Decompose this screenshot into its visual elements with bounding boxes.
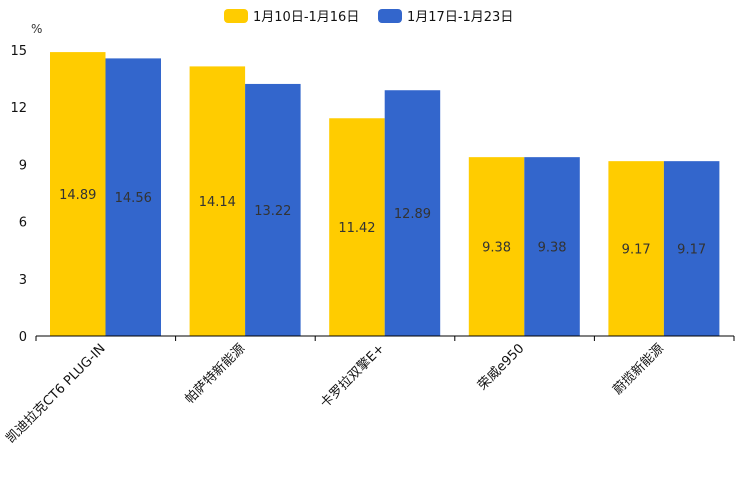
y-tick-label: 0 xyxy=(19,330,27,345)
legend: 1月10日-1月16日 1月17日-1月23日 xyxy=(224,9,513,25)
y-axis-unit-label: % xyxy=(31,22,42,36)
x-category-label: 凯迪拉克CT6 PLUG-IN xyxy=(3,341,108,446)
y-tick-label: 3 xyxy=(19,273,27,288)
data-label: 9.17 xyxy=(622,243,651,258)
bar-series2-5 xyxy=(663,161,720,336)
bar-series1-2 xyxy=(189,66,246,336)
bar-series2-2 xyxy=(245,83,301,337)
y-axis: 0 3 6 9 12 15 xyxy=(10,44,27,345)
data-label: 9.17 xyxy=(677,243,706,258)
legend-swatch-1 xyxy=(224,9,248,23)
x-category-label: 蔚揽新能源 xyxy=(610,341,667,398)
bars: 14.89 14.14 11.42 9.38 9.17 14.56 13.22 12.89 9.… xyxy=(50,52,720,337)
x-category-label: 荣威e950 xyxy=(475,341,527,393)
data-label: 9.38 xyxy=(482,241,511,256)
y-tick-label: 6 xyxy=(19,216,27,231)
y-tick-label: 12 xyxy=(10,101,27,116)
x-axis: 凯迪拉克CT6 PLUG-IN 帕萨特新能源 卡罗拉双擎E+ 荣威e950 蔚揽新能源 xyxy=(3,335,735,446)
legend-label-2: 1月17日-1月23日 xyxy=(407,10,513,25)
data-label: 14.56 xyxy=(115,191,152,206)
x-category-label: 卡罗拉双擎E+ xyxy=(318,341,388,411)
bar-series1-3 xyxy=(329,118,385,336)
data-label: 14.14 xyxy=(199,195,236,210)
x-category-label: 帕萨特新能源 xyxy=(182,341,248,407)
y-tick-label: 15 xyxy=(10,44,27,59)
bar-series2-4 xyxy=(524,157,580,336)
data-label: 11.42 xyxy=(338,221,375,236)
bar-series1-5 xyxy=(608,161,664,336)
data-label: 13.22 xyxy=(254,204,291,219)
y-tick-label: 9 xyxy=(19,158,27,173)
bar-series2-1 xyxy=(105,58,161,336)
legend-label-1: 1月10日-1月16日 xyxy=(253,10,359,25)
bar-series2-3 xyxy=(384,90,441,336)
bar-series1-4 xyxy=(468,157,525,336)
data-label: 9.38 xyxy=(538,241,567,256)
bar-series1-1 xyxy=(50,52,106,337)
data-label: 12.89 xyxy=(394,207,431,222)
data-label: 14.89 xyxy=(59,188,96,203)
legend-swatch-2 xyxy=(378,9,402,23)
